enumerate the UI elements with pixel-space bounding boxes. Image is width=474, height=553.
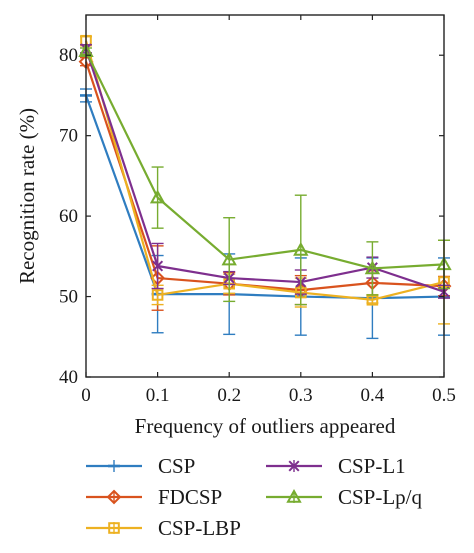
series-fdcsp (78, 54, 452, 311)
x-axis-title: Frequency of outliers appeared (135, 414, 396, 438)
y-tick-label: 50 (59, 287, 78, 308)
x-tick-label: 0.1 (146, 385, 170, 406)
data-point-csp-lp-q (221, 251, 237, 266)
y-tick-label: 60 (59, 206, 78, 227)
data-point-csp-lp-q (293, 241, 309, 256)
error-bar-csp-lp-q (151, 166, 164, 229)
legend-item-csp: CSP (86, 454, 195, 478)
legend-item-csp-lbp: CSP-LBP (86, 516, 241, 540)
series-line-csp-l1 (84, 48, 445, 293)
y-tick-label: 80 (59, 45, 78, 66)
series-line-csp-lp-q (85, 50, 445, 270)
plot-area (78, 34, 452, 340)
x-tick-label: 0.4 (361, 385, 385, 406)
x-tick-label: 0.5 (432, 385, 456, 406)
legend-label: CSP-L1 (338, 454, 406, 478)
series-line-csp-lbp (84, 40, 445, 301)
legend-label: FDCSP (158, 485, 222, 509)
series-csp-lp-q (78, 43, 452, 306)
legend-marker (106, 489, 122, 505)
error-bar-csp-lp-q (366, 241, 379, 296)
legend-label: CSP-LBP (158, 516, 241, 540)
legend-item-csp-l1: CSP-L1 (266, 454, 406, 478)
y-axis-title: Recognition rate (%) (15, 108, 39, 284)
legend-label: CSP-Lp/q (338, 485, 423, 509)
legend-item-fdcsp: FDCSP (86, 485, 222, 509)
x-tick-label: 0 (81, 385, 91, 406)
legend-marker (286, 488, 302, 503)
data-point-csp-lp-q (364, 260, 381, 275)
legend-label: CSP (158, 454, 195, 478)
y-tick-label: 70 (59, 126, 78, 147)
series-csp-l1 (80, 43, 450, 299)
plot-frame (85, 14, 445, 378)
data-point-csp-lbp (151, 289, 164, 301)
data-point-csp-l1 (152, 260, 164, 272)
axis-ticks: 0 0.1 0.2 0.3 0.4 0.5 40 50 60 70 80 (59, 15, 456, 406)
error-bar-csp-lp-q (223, 217, 236, 303)
legend-marker (108, 522, 120, 534)
error-bar-csp-lp-q (294, 194, 307, 306)
y-tick-label: 40 (59, 367, 78, 388)
data-point-csp-lp-q (149, 189, 166, 204)
legend-marker (288, 460, 300, 472)
legend-item-csp-lp-q: CSP-Lp/q (266, 485, 423, 509)
legend: CSP FDCSP CSP-LBP CSP-L1 CSP-Lp/q (86, 454, 423, 540)
x-tick-label: 0.3 (289, 385, 313, 406)
series-line-fdcsp (84, 61, 445, 292)
x-tick-label: 0.2 (217, 385, 241, 406)
